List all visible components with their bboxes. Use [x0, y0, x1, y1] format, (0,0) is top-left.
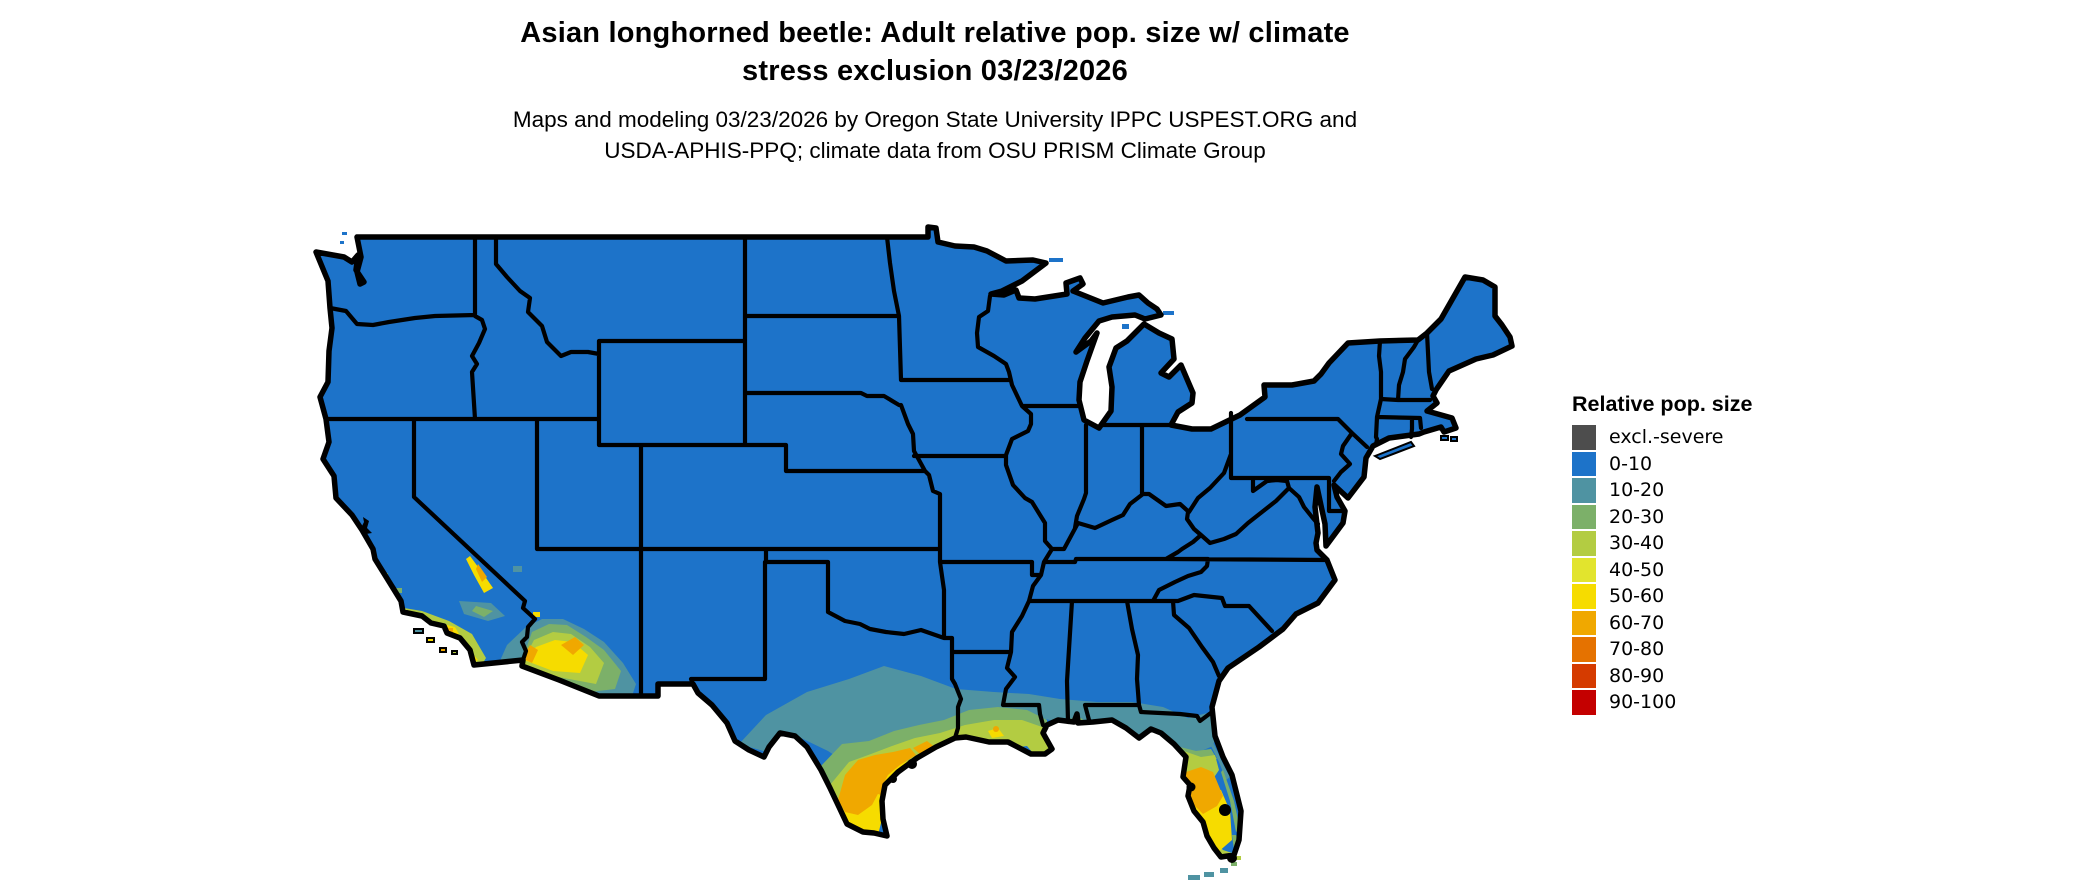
legend-row: 10-20 [1572, 478, 1752, 503]
beaver-island [1122, 324, 1129, 329]
legend-swatch-50-60 [1572, 584, 1596, 609]
legend-title: Relative pop. size [1572, 392, 1753, 416]
legend-row: 70-80 [1572, 637, 1752, 662]
legend-label: 70-80 [1609, 638, 1665, 661]
legend-row: 80-90 [1572, 663, 1752, 688]
legend-label: 80-90 [1609, 664, 1665, 687]
legend-row: 60-70 [1572, 610, 1752, 635]
legend-row: 0-10 [1572, 451, 1752, 476]
legend-label: 50-60 [1609, 585, 1665, 608]
san-francisco-bay [362, 517, 372, 534]
florida-keys [1231, 862, 1237, 866]
subtitle: Maps and modeling 03/23/2026 by Oregon S… [0, 104, 1870, 166]
matagorda-bay [889, 775, 897, 783]
tampa-bay [1186, 782, 1196, 792]
legend: Relative pop. size excl.-severe 0-10 10-20… [1572, 392, 1752, 715]
title-line-1: Asian longhorned beetle: Adult relative … [520, 17, 1350, 49]
galveston-bay [907, 759, 917, 769]
wa-coast-speck [340, 241, 344, 244]
legend-label: 90-100 [1609, 691, 1677, 714]
channel-island [439, 647, 447, 653]
legend-label: 10-20 [1609, 479, 1665, 502]
water-bodies [362, 517, 1237, 863]
legend-label: 30-40 [1609, 532, 1665, 555]
islands [340, 232, 1458, 880]
florida-keys [1188, 875, 1200, 880]
legend-row: excl.-severe [1572, 425, 1752, 450]
page-title: Asian longhorned beetle: Adult relative … [0, 14, 1870, 90]
legend-swatch-30-40 [1572, 531, 1596, 556]
legend-row: 40-50 [1572, 557, 1752, 582]
legend-swatch-70-80 [1572, 637, 1596, 662]
channel-island [413, 628, 424, 634]
legend-label: 20-30 [1609, 505, 1665, 528]
legend-swatch-60-70 [1572, 610, 1596, 635]
legend-swatch-20-30 [1572, 504, 1596, 529]
legend-swatch-40-50 [1572, 557, 1596, 582]
legend-swatch-10-20 [1572, 478, 1596, 503]
long-island [1372, 440, 1416, 461]
florida-keys [1236, 856, 1241, 860]
florida-keys [1204, 872, 1214, 877]
subtitle-line-2: USDA-APHIS-PPQ; climate data from OSU PR… [604, 138, 1266, 163]
marthas-vineyard [1440, 435, 1449, 441]
subtitle-line-1: Maps and modeling 03/23/2026 by Oregon S… [512, 107, 1358, 132]
legend-row: 20-30 [1572, 504, 1752, 529]
state-borders [323, 234, 1435, 741]
legend-row: 30-40 [1572, 531, 1752, 556]
legend-row: 50-60 [1572, 584, 1752, 609]
legend-label: 60-70 [1609, 611, 1665, 634]
lake-okeechobee [1219, 804, 1231, 816]
florida-bay [1227, 853, 1237, 863]
legend-label: excl.-severe [1609, 426, 1724, 449]
legend-swatch-0-10 [1572, 451, 1596, 476]
legend-swatch-90-100 [1572, 690, 1596, 715]
legend-swatch-excl.-severe [1572, 425, 1596, 450]
title-line-2: stress exclusion 03/23/2026 [742, 55, 1128, 87]
nantucket [1450, 436, 1458, 442]
isle-royale [1049, 258, 1063, 262]
north-channel-islands [1163, 311, 1174, 315]
legend-label: 40-50 [1609, 558, 1665, 581]
channel-island [451, 650, 458, 655]
florida-keys [1220, 868, 1228, 873]
wa-coast-speck [342, 232, 347, 235]
legend-label: 0-10 [1609, 452, 1653, 475]
legend-rows: excl.-severe 0-10 10-20 20-30 30-40 40-50 50-6… [1572, 425, 1752, 715]
legend-swatch-80-90 [1572, 663, 1596, 688]
raster-bin-60-70 [447, 564, 1223, 815]
legend-row: 90-100 [1572, 690, 1752, 715]
channel-island [426, 637, 435, 643]
